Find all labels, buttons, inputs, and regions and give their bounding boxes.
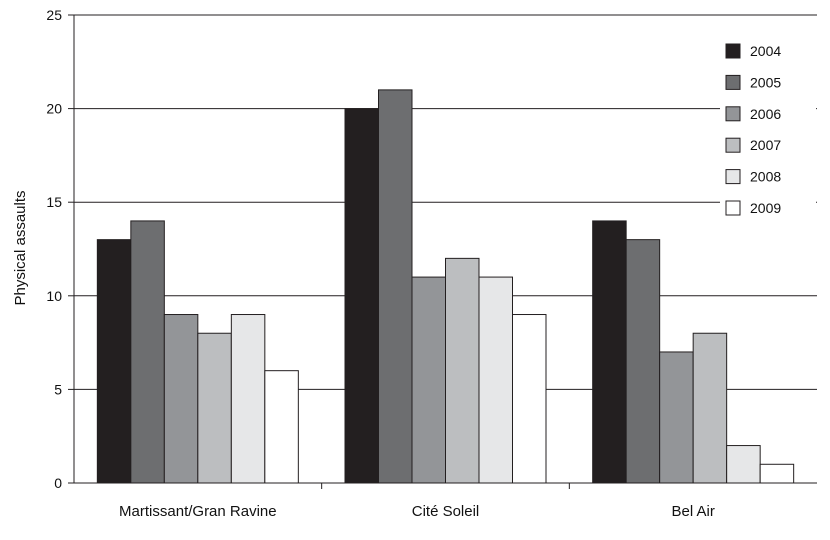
bar bbox=[130, 220, 165, 484]
legend-label: 2007 bbox=[750, 137, 781, 153]
x-category-label: Martissant/Gran Ravine bbox=[119, 503, 277, 520]
legend-label: 2004 bbox=[750, 43, 781, 59]
y-tick-label: 10 bbox=[46, 288, 62, 304]
bar bbox=[592, 220, 627, 484]
category-labels: Martissant/Gran Ravine Cité Soleil Bel Air bbox=[119, 503, 715, 520]
x-category-label: Cité Soleil bbox=[412, 503, 480, 520]
legend: 2004 2005 2006 2007 2008 2009 bbox=[720, 36, 816, 223]
y-tick-label: 25 bbox=[46, 7, 62, 23]
x-category-label: Bel Air bbox=[671, 503, 714, 520]
bars bbox=[96, 89, 795, 484]
legend-swatch bbox=[725, 106, 741, 122]
bar bbox=[411, 276, 446, 484]
bar bbox=[692, 332, 728, 484]
y-tick-label: 0 bbox=[54, 475, 62, 491]
y-tick-label: 20 bbox=[46, 101, 62, 117]
y-axis-ticks: 0 5 10 15 20 25 bbox=[46, 7, 74, 491]
y-tick-label: 15 bbox=[46, 194, 62, 210]
bar bbox=[197, 332, 232, 484]
bar bbox=[264, 370, 299, 484]
bar bbox=[96, 239, 132, 484]
bar bbox=[478, 276, 513, 484]
bar bbox=[230, 314, 266, 484]
bar bbox=[445, 257, 480, 484]
bar bbox=[659, 351, 694, 484]
bar bbox=[378, 89, 413, 484]
bar bbox=[512, 314, 547, 484]
legend-swatch bbox=[725, 169, 741, 185]
axes bbox=[73, 15, 817, 489]
legend-swatch bbox=[725, 43, 741, 59]
legend-swatch bbox=[725, 137, 741, 153]
bar bbox=[163, 314, 199, 484]
legend-label: 2005 bbox=[750, 74, 781, 90]
bar bbox=[759, 463, 795, 484]
legend-background bbox=[720, 36, 816, 223]
legend-label: 2008 bbox=[750, 169, 781, 185]
legend-swatch bbox=[725, 74, 741, 90]
bar bbox=[625, 239, 661, 484]
y-tick-label: 5 bbox=[54, 381, 62, 397]
y-axis-label: Physical assaults bbox=[12, 190, 29, 305]
bar bbox=[344, 108, 379, 484]
legend-label: 2006 bbox=[750, 106, 781, 122]
bar bbox=[726, 445, 761, 484]
legend-label: 2009 bbox=[750, 200, 781, 216]
legend-swatch bbox=[725, 200, 741, 216]
